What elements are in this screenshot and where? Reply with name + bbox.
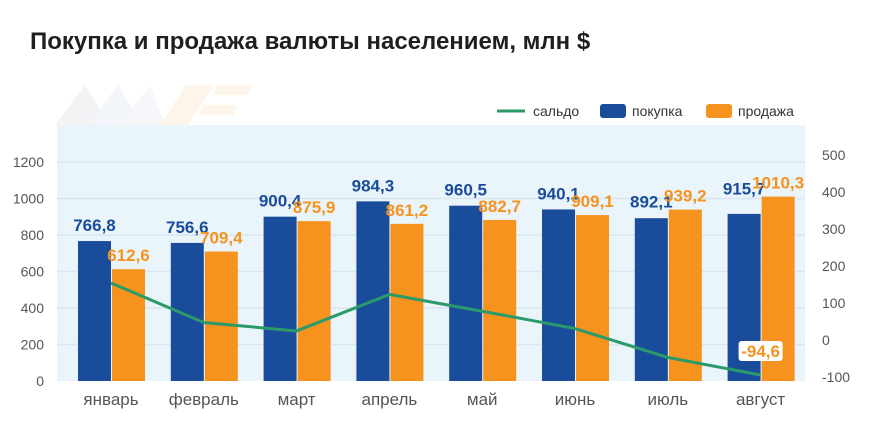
y-left-tick-label: 1200 (13, 154, 44, 170)
data-label-pokupka: 756,6 (166, 218, 209, 237)
line-saldo (110, 281, 761, 377)
y-right-tick-label: -100 (822, 369, 850, 385)
x-tick-label: апрель (362, 390, 418, 409)
legend-label: продажа (738, 103, 794, 119)
bar-prodazha (112, 269, 145, 381)
x-tick-label: май (467, 390, 498, 409)
data-label-saldo: -94,6 (741, 342, 780, 361)
data-label-saldo-bg (738, 341, 783, 362)
bar-pokupka (542, 209, 575, 381)
data-label-prodazha: 709,4 (200, 229, 243, 248)
data-label-pokupka: 984,3 (352, 176, 395, 195)
data-label-prodazha: 882,7 (478, 197, 521, 216)
bar-pokupka (634, 218, 668, 381)
bar-pokupka (78, 241, 111, 381)
data-label-prodazha: 939,2 (664, 187, 707, 206)
y-left-tick-label: 600 (21, 264, 45, 280)
data-label-pokupka: 915,7 (723, 180, 766, 199)
data-label-prodazha: 612,6 (107, 246, 150, 265)
x-tick-label: июнь (555, 390, 596, 409)
data-label-prodazha: 875,9 (293, 198, 336, 217)
bar-prodazha (576, 215, 609, 381)
y-right-tick-label: 200 (822, 258, 846, 274)
data-label-pokupka: 940,1 (537, 184, 580, 203)
data-label-prodazha: 861,2 (386, 201, 429, 220)
y-right-tick-label: 300 (822, 221, 846, 237)
x-tick-label: июль (647, 390, 688, 409)
legend-label: сальдо (533, 103, 579, 119)
x-tick-label: март (278, 390, 316, 409)
data-label-prodazha: 909,1 (571, 192, 614, 211)
y-right-tick-label: 400 (822, 184, 846, 200)
y-right-tick-label: 100 (822, 295, 846, 311)
data-label-prodazha: 1010,3 (752, 174, 804, 193)
y-left-tick-label: 200 (21, 337, 45, 353)
legend-swatch-0 (600, 104, 626, 118)
bar-pokupka (356, 201, 390, 381)
bar-pokupka (449, 205, 483, 381)
x-tick-label: август (736, 390, 785, 409)
legend-swatch-1 (706, 104, 732, 118)
bar-prodazha (483, 219, 517, 381)
y-left-tick-label: 0 (36, 373, 44, 389)
x-tick-label: февраль (169, 390, 239, 409)
data-label-pokupka: 960,5 (444, 181, 487, 200)
chart-title: Покупка и продажа валюты населением, млн… (30, 28, 591, 55)
bar-prodazha (297, 221, 331, 381)
bar-prodazha (390, 223, 424, 381)
y-right-tick-label: 0 (822, 332, 830, 348)
y-left-tick-label: 400 (21, 300, 45, 316)
legend-label: покупка (632, 103, 683, 119)
y-right-tick-label: 500 (822, 147, 846, 163)
data-label-pokupka: 900,4 (259, 192, 302, 211)
data-label-pokupka: 892,1 (630, 193, 673, 212)
bar-pokupka (263, 216, 297, 381)
y-left-tick-label: 1000 (13, 191, 44, 207)
bar-prodazha (204, 251, 238, 381)
logo-watermark (55, 85, 252, 125)
x-tick-label: январь (83, 390, 138, 409)
bar-prodazha (668, 209, 702, 381)
data-label-pokupka: 766,8 (73, 216, 116, 235)
y-left-tick-label: 800 (21, 227, 45, 243)
